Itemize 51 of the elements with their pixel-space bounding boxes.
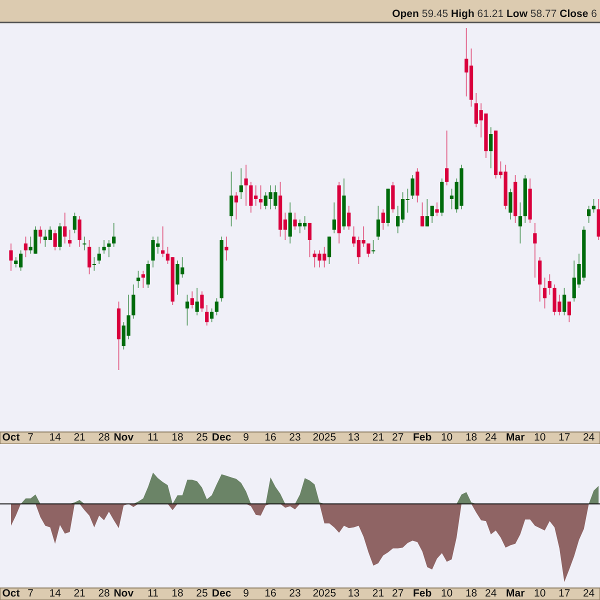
x-tick-label: 13 [348,431,360,444]
x-tick-label: 13 [348,587,360,600]
x-tick-label: 17 [558,431,570,444]
x-tick-label: 10 [440,587,453,600]
x-tick-label: 28 [98,587,110,600]
x-tick-label: 11 [148,431,159,444]
x-tick-label: Dec [212,431,232,444]
x-tick-label: 9 [243,587,250,600]
x-tick-label: 27 [392,431,404,444]
x-tick-label: 14 [49,587,62,600]
x-tick-label: 10 [440,431,453,444]
x-tick-label: 16 [264,587,277,600]
x-tick-label: 14 [49,431,62,444]
x-tick-label: Oct [2,431,20,444]
x-tick-label: 2025 [312,587,336,600]
x-tick-label: 11 [148,587,159,600]
x-tick-label: 25 [196,587,208,600]
x-tick-label: 9 [243,431,250,444]
x-tick-label: 10 [534,587,546,600]
x-tick-label: 24 [582,587,595,600]
x-tick-label: 18 [465,431,478,444]
x-tick-label: 21 [372,587,384,600]
x-tick-label: 18 [172,431,184,444]
x-tick-label: 7 [28,431,34,444]
x-tick-label: Nov [114,431,134,444]
x-tick-label: 24 [485,587,497,600]
text: Open 59.45 High 61.21 Low 58.77 Close 6 [392,8,598,20]
x-tick-label: 23 [289,587,302,600]
x-tick-label: 18 [172,587,184,600]
x-tick-label: Dec [212,587,232,600]
x-tick-label: 21 [74,587,86,600]
x-tick-label: 24 [582,431,595,444]
x-tick-label: 16 [264,431,277,444]
x-tick-label: 2025 [312,431,336,444]
x-tick-label: 28 [98,431,110,444]
x-tick-label: 23 [289,431,302,444]
x-tick-label: 25 [196,431,208,444]
x-tick-label: Feb [412,587,432,600]
x-tick-label: 21 [372,431,384,444]
x-tick-label: 24 [485,431,497,444]
x-tick-label: 17 [558,587,570,600]
x-tick-label: 7 [28,587,34,600]
x-tick-label: 21 [74,431,86,444]
x-tick-label: Feb [412,431,432,444]
x-tick-label: Mar [506,431,525,444]
x-tick-label: Mar [506,587,525,600]
x-tick-label: Oct [2,587,20,600]
x-tick-label: Nov [114,587,134,600]
x-tick-label: 27 [392,587,404,600]
x-tick-label: 18 [465,587,478,600]
x-tick-label: 10 [534,431,546,444]
